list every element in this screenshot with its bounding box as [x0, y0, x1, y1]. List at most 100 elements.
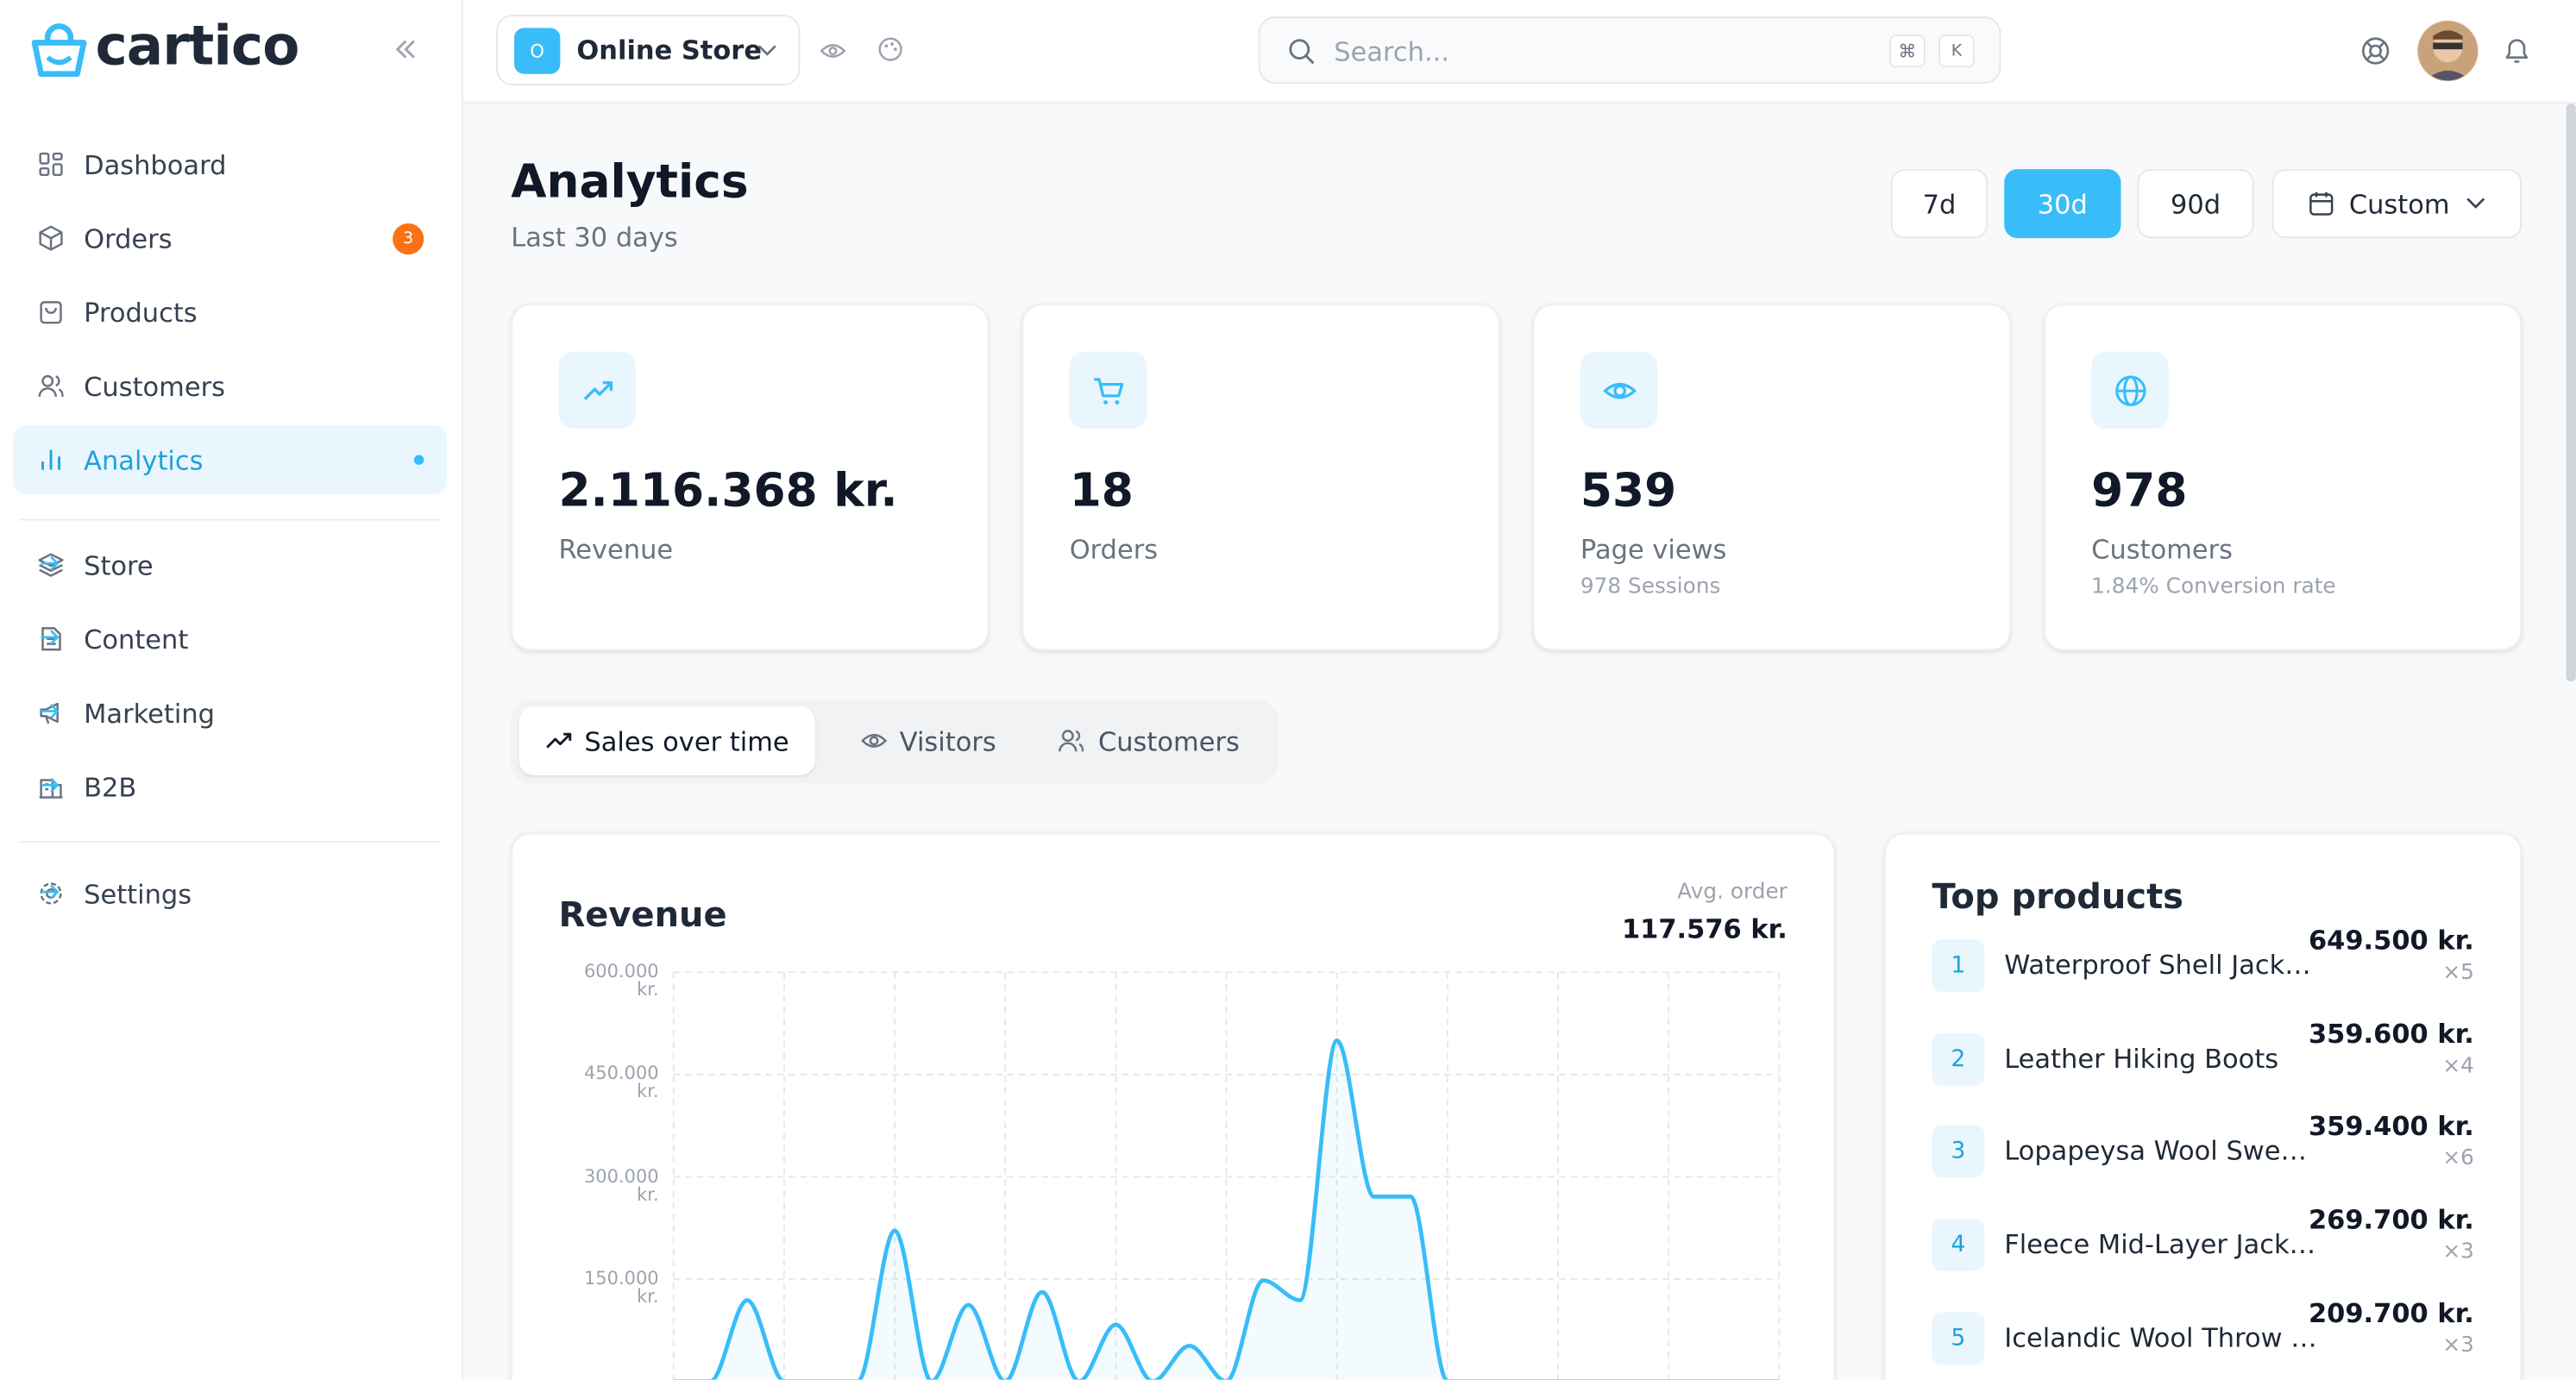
product-amount: 209.700 kr. — [2308, 1297, 2474, 1329]
icon-part — [38, 374, 64, 398]
tab[interactable]: Visitors — [832, 706, 1026, 775]
tab[interactable]: Sales over time — [518, 706, 815, 775]
store-name: Online Store — [576, 34, 763, 66]
sidebar: cartico Dashboard Orders 3 Products Customer… — [0, 0, 464, 1380]
nav-item[interactable]: Orders 3 — [13, 204, 447, 273]
icon-part — [41, 555, 60, 571]
nav-label: Orders — [84, 223, 173, 254]
icon-part — [39, 152, 50, 165]
product-row[interactable]: 4 Fleece Mid-Layer Jack… 269.700 kr. ×3 — [1932, 1204, 2474, 1301]
logo-icon — [31, 23, 87, 78]
stat-icon — [558, 351, 636, 430]
shortcut-key: ⌘ — [1888, 34, 1926, 68]
chevron-icon — [2466, 198, 2485, 209]
scrollbar — [2566, 103, 2576, 682]
nav-item[interactable]: B2B — [13, 752, 447, 821]
stat-label: Customers — [2091, 533, 2234, 566]
range-button[interactable]: 7d — [1890, 169, 1989, 239]
preview-button[interactable] — [820, 38, 846, 64]
icon-part — [1059, 730, 1085, 752]
product-amount: 269.700 kr. — [2308, 1204, 2474, 1236]
tab[interactable]: Customers — [1039, 706, 1260, 775]
icon-part — [41, 704, 60, 719]
nav-label: Content — [84, 623, 189, 655]
stat-label: Page views — [1580, 533, 1727, 566]
product-rank: 1 — [1932, 939, 1985, 993]
product-row[interactable]: 3 Lopapeysa Wool Swe… 359.400 kr. ×6 — [1932, 1111, 2474, 1208]
header: O Online Store Search... ⌘ K — [463, 0, 2576, 104]
chart-title: Revenue — [558, 894, 727, 935]
nav-item[interactable]: Products — [13, 278, 447, 347]
range-button[interactable]: 30d — [2004, 169, 2121, 239]
icon-part — [39, 225, 63, 251]
search-placeholder: Search... — [1334, 35, 1450, 68]
product-name: Icelandic Wool Throw … — [2004, 1321, 2317, 1353]
icon-part — [860, 733, 887, 748]
stat-value: 18 — [1069, 463, 1134, 518]
nav-label: Analytics — [84, 444, 204, 476]
icon-part — [40, 301, 62, 324]
icon-part — [1093, 377, 1123, 405]
stat-value: 2.116.368 kr. — [558, 463, 898, 518]
tab-label: Sales over time — [584, 724, 789, 756]
range-button[interactable]: 90d — [2137, 169, 2254, 239]
store-selector[interactable]: O Online Store — [496, 15, 801, 86]
brand: cartico — [95, 13, 299, 78]
stat-icon — [1069, 351, 1147, 430]
help-button[interactable] — [2360, 36, 2390, 66]
icon-part — [2114, 374, 2146, 405]
custom-range-button[interactable]: Custom — [2271, 169, 2523, 239]
product-quantity: ×6 — [2442, 1146, 2474, 1172]
stat-label: Orders — [1069, 533, 1159, 566]
nav-label: Marketing — [84, 697, 215, 729]
search-icon — [1289, 39, 1315, 65]
product-quantity: ×4 — [2442, 1053, 2474, 1079]
product-row[interactable]: 1 Waterproof Shell Jack… 649.500 kr. ×5 — [1932, 925, 2474, 1021]
nav-label: Customers — [84, 370, 226, 402]
icon-part — [41, 449, 60, 470]
page-subtitle: Last 30 days — [511, 222, 678, 254]
user-avatar[interactable] — [2416, 20, 2479, 82]
y-tick-label: 600.000 kr. — [583, 961, 659, 1000]
search-box[interactable]: Search... ⌘ K — [1258, 16, 2001, 85]
icon-part — [41, 630, 60, 645]
stat-note: 978 Sessions — [1580, 574, 1721, 600]
icon-part — [1093, 377, 1123, 397]
product-rank: 3 — [1932, 1126, 1985, 1179]
icon-part — [545, 732, 571, 749]
shortcut-key: K — [1938, 34, 1975, 68]
arrow-icon — [41, 884, 60, 900]
icon-part — [39, 225, 63, 251]
icon-part — [38, 553, 64, 577]
stat-card: 978 Customers 1.84% Conversion rate — [2043, 304, 2523, 651]
nav-item[interactable]: Settings — [13, 859, 447, 928]
nav-item[interactable]: Marketing — [13, 678, 447, 747]
theme-button[interactable] — [877, 36, 903, 62]
icon-part — [1602, 382, 1636, 398]
icon-part — [40, 301, 62, 324]
product-row[interactable]: 2 Leather Hiking Boots 359.600 kr. ×4 — [1932, 1018, 2474, 1114]
tab-bar: Sales over time Visitors Customers — [511, 699, 1279, 784]
notifications-button[interactable] — [2502, 34, 2531, 66]
nav-item[interactable]: Dashboard — [13, 129, 447, 198]
product-name: Leather Hiking Boots — [2004, 1042, 2279, 1074]
nav-label: Products — [84, 296, 198, 328]
icon-part — [1612, 383, 1626, 397]
product-quantity: ×3 — [2442, 1239, 2474, 1265]
tab-label: Customers — [1097, 724, 1240, 756]
icon-part — [52, 163, 63, 177]
stat-card: 2.116.368 kr. Revenue — [511, 304, 990, 651]
icon-part — [45, 307, 57, 314]
nav-item[interactable]: Store — [13, 530, 447, 599]
nav-item[interactable]: Content — [13, 605, 447, 674]
product-amount: 359.400 kr. — [2308, 1111, 2474, 1143]
collapse-button[interactable] — [394, 40, 418, 60]
product-row[interactable]: 5 Icelandic Wool Throw … 209.700 kr. ×3 — [1932, 1297, 2474, 1379]
nav-badge: 3 — [393, 223, 424, 255]
icon-part — [1059, 730, 1085, 752]
y-tick-label: 450.000 kr. — [583, 1063, 659, 1103]
nav-item[interactable]: Customers — [13, 352, 447, 421]
nav-item[interactable]: Analytics — [13, 425, 447, 495]
